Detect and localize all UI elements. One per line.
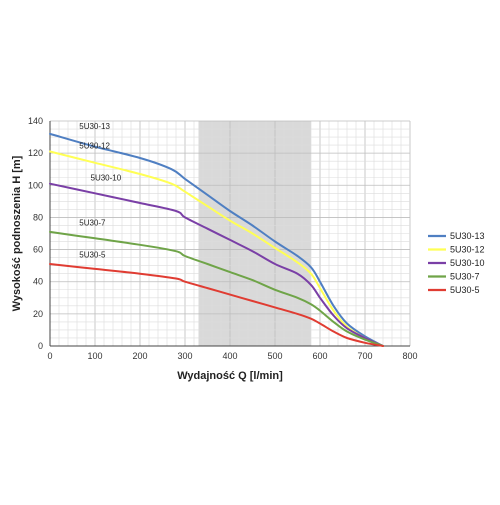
x-tick-label: 200 <box>132 351 147 361</box>
y-tick-label: 40 <box>33 277 43 287</box>
x-axis-title: Wydajność Q [l/min] <box>177 370 283 382</box>
series-label-layer: 5U30-13 5U30-12 5U30-10 5U30-7 5U30-5 <box>79 122 121 260</box>
curve-label: 5U30-10 <box>91 173 122 182</box>
axes-layer: 0 100 200 300 400 500 600 700 800 0 20 40 60 80 100 120… <box>28 116 418 361</box>
legend-label: 5U30-10 <box>450 258 485 268</box>
series-line-5u30-5 <box>49 263 384 347</box>
curve-label: 5U30-5 <box>79 251 106 260</box>
y-tick-label: 20 <box>33 309 43 319</box>
legend: 5U30-13 5U30-12 5U30-10 5U30-7 5U30-5 <box>428 231 485 295</box>
legend-label: 5U30-5 <box>450 285 480 295</box>
curve-label: 5U30-12 <box>79 141 110 150</box>
series-line-5u30-12 <box>49 150 384 347</box>
series-line-5u30-13 <box>49 132 384 347</box>
x-tick-label: 500 <box>267 351 282 361</box>
x-tick-label: 300 <box>177 351 192 361</box>
x-tick-label: 800 <box>402 351 417 361</box>
series-line-5u30-7 <box>49 230 384 347</box>
legend-label: 5U30-13 <box>450 231 485 241</box>
y-tick-label: 140 <box>28 116 43 126</box>
legend-label: 5U30-12 <box>450 245 485 255</box>
y-tick-label: 120 <box>28 148 43 158</box>
y-tick-label: 80 <box>33 212 43 222</box>
x-tick-label: 600 <box>312 351 327 361</box>
y-tick-label: 60 <box>33 245 43 255</box>
curve-label: 5U30-7 <box>79 218 106 227</box>
x-tick-label: 100 <box>87 351 102 361</box>
x-tick-label: 400 <box>222 351 237 361</box>
y-tick-label: 0 <box>38 341 43 351</box>
series-line-5u30-10 <box>49 182 384 347</box>
legend-label: 5U30-7 <box>450 272 480 282</box>
x-tick-label: 700 <box>357 351 372 361</box>
y-tick-label: 100 <box>28 180 43 190</box>
y-axis-title: Wysokość podnoszenia H [m] <box>11 155 23 311</box>
x-tick-label: 0 <box>47 351 52 361</box>
curve-label: 5U30-13 <box>79 122 110 131</box>
series-layer <box>49 132 384 347</box>
grid-layer <box>49 120 411 347</box>
